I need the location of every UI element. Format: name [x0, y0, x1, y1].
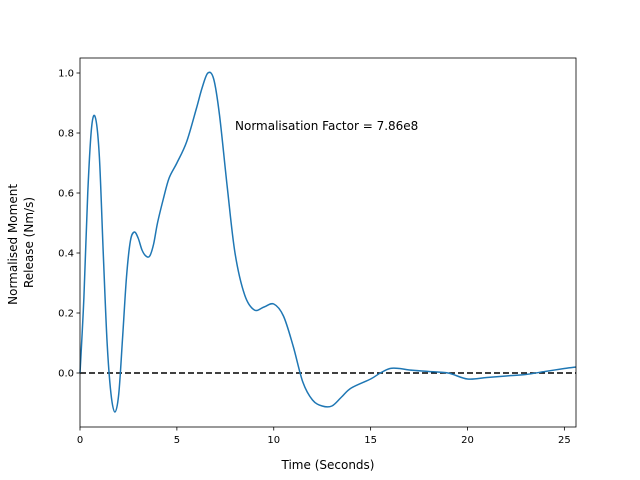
x-tick-label: 5 [174, 435, 180, 446]
y-tick-label: 0.0 [58, 369, 74, 380]
x-axis-label: Time (Seconds) [281, 458, 375, 472]
y-tick-label: 1.0 [58, 69, 74, 80]
x-tick-label: 0 [77, 435, 83, 446]
x-tick-label: 15 [364, 435, 377, 446]
plot-area [79, 71, 577, 413]
y-axis-label: Normalised Moment Release (Nm/s) [6, 180, 36, 305]
x-tick-label: 25 [558, 435, 571, 446]
y-tick-label: 0.2 [58, 309, 74, 320]
y-tick-label: 0.8 [58, 129, 74, 140]
y-tick-label: 0.4 [58, 249, 74, 260]
normalisation-annotation: Normalisation Factor = 7.86e8 [235, 119, 418, 133]
y-axis-label-line-1: Normalised Moment [6, 184, 20, 305]
x-tick-label: 10 [267, 435, 280, 446]
y-axis-ticks: 0.0 0.2 0.4 0.6 0.8 1.0 [58, 69, 80, 380]
series-line [79, 71, 577, 413]
x-tick-label: 20 [461, 435, 474, 446]
y-axis-label-line-2: Release (Nm/s) [22, 197, 36, 288]
x-axis-ticks: 0 5 10 15 20 25 [77, 427, 571, 446]
y-tick-label: 0.6 [58, 189, 74, 200]
axes-frame [79, 57, 577, 428]
